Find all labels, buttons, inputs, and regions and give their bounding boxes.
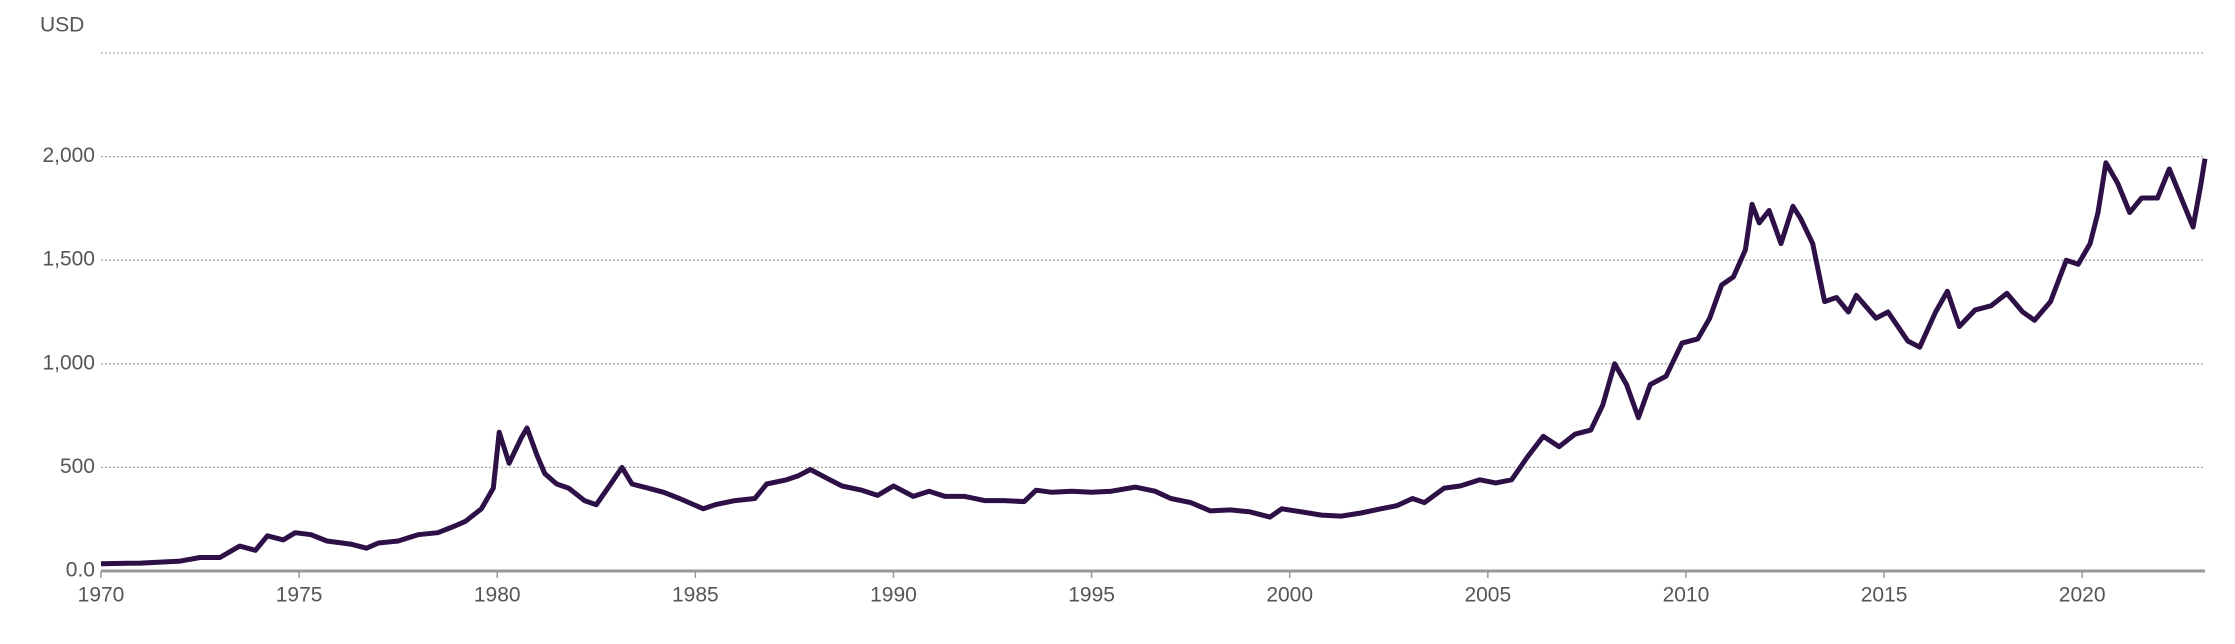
y-tick-label: 1,500 [42,248,95,271]
y-tick-label: 2,000 [42,144,95,167]
x-tick-label: 2005 [1464,584,1511,607]
y-axis-label: USD [40,14,84,37]
y-tick-label: 500 [60,455,95,478]
price-line [100,158,2208,567]
x-tick-label: 2020 [2059,584,2106,607]
x-tick-label: 1985 [672,584,719,607]
x-tick-label: 2000 [1266,584,1313,607]
y-tick-label: 1,000 [42,351,95,374]
x-tick-label: 1975 [276,584,323,607]
x-tick-label: 2015 [1861,584,1908,607]
y-tick-label: 0.0 [66,559,95,582]
x-tick-label: 1995 [1068,584,1115,607]
x-tick-label: 2010 [1663,584,1710,607]
x-tick-label: 1990 [870,584,917,607]
x-tick-label: 1980 [474,584,521,607]
x-tick-label: 1970 [78,584,125,607]
